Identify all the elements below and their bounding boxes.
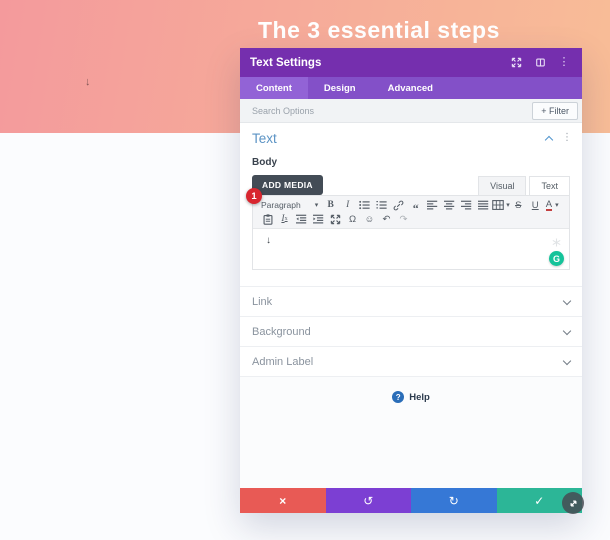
modal-title: Text Settings <box>250 56 322 69</box>
grammarly-inactive-icon <box>552 234 561 252</box>
filter-button[interactable]: + Filter <box>532 101 578 120</box>
section-admin-label[interactable]: Admin Label <box>240 346 582 376</box>
modal-menu-icon[interactable]: ⋮ <box>558 56 570 68</box>
bullet-list-button[interactable] <box>356 199 373 212</box>
numbered-list-button[interactable] <box>373 199 390 212</box>
strikethrough-button[interactable]: S <box>515 199 522 211</box>
discard-button[interactable]: × <box>240 488 326 513</box>
text-color-button[interactable]: A ▾ <box>545 198 559 211</box>
page-title: The 3 essential steps <box>258 17 500 43</box>
search-options-bar: + Filter <box>240 99 582 123</box>
indent-button[interactable] <box>310 213 327 226</box>
settings-tab-bar: Content Design Advanced <box>240 77 582 99</box>
underline-button[interactable]: U <box>531 199 539 211</box>
collapsed-option-groups: Link Background Admin Label <box>240 286 582 376</box>
body-text-area[interactable]: ↓ <box>266 235 271 246</box>
dock-modal-icon[interactable] <box>532 55 548 71</box>
chevron-down-icon: ▾ <box>314 202 319 209</box>
tab-content[interactable]: Content <box>240 77 308 99</box>
chevron-down-icon: ▾ <box>555 202 559 209</box>
undo-button[interactable]: ↶ <box>382 213 391 225</box>
tab-design[interactable]: Design <box>323 82 356 94</box>
grammarly-icon[interactable]: G <box>549 251 564 266</box>
align-justify-button[interactable] <box>475 199 492 212</box>
text-option-group: Text ⋮ Body ADD MEDIA Visual Text 1 P <box>240 123 582 270</box>
search-options-input[interactable] <box>252 105 533 116</box>
italic-button[interactable]: I <box>346 200 350 210</box>
chevron-down-icon <box>562 356 572 365</box>
modal-body: Text ⋮ Body ADD MEDIA Visual Text 1 P <box>240 123 582 512</box>
add-media-button[interactable]: ADD MEDIA <box>252 175 323 195</box>
link-button[interactable] <box>390 199 407 212</box>
align-left-button[interactable] <box>424 199 441 212</box>
emoji-button[interactable]: ☺ <box>364 213 375 225</box>
modal-resize-handle[interactable] <box>562 492 584 514</box>
fullscreen-button[interactable] <box>327 213 344 226</box>
blockquote-button[interactable]: “ <box>412 201 419 215</box>
editor-tab-text[interactable]: Text <box>529 176 570 195</box>
text-settings-modal: Text Settings ⋮ Content Design Advanced … <box>240 48 582 513</box>
align-center-button[interactable] <box>441 199 458 212</box>
group-menu-icon[interactable]: ⋮ <box>562 132 572 143</box>
outdent-button[interactable] <box>293 213 310 226</box>
help-link[interactable]: ? Help <box>392 390 430 404</box>
editor-tab-visual[interactable]: Visual <box>478 176 527 195</box>
chevron-down-icon: ▾ <box>506 202 510 209</box>
wysiwyg-editor: 1 Paragraph ▾ B I <box>246 188 570 270</box>
align-right-button[interactable] <box>458 199 475 212</box>
modal-header: Text Settings ⋮ <box>240 48 582 77</box>
expand-modal-icon[interactable] <box>508 55 524 71</box>
annotation-step-badge: 1 <box>246 188 262 204</box>
paste-as-text-button[interactable] <box>259 213 276 226</box>
body-field-label: Body <box>252 157 277 168</box>
redo-button[interactable]: ↷ <box>399 213 408 225</box>
editor-toolbar: Paragraph ▾ B I <box>253 196 569 228</box>
chevron-down-icon <box>562 296 572 305</box>
modal-footer: × ↺ ↻ ✓ <box>240 488 582 513</box>
paragraph-style-dropdown[interactable]: Paragraph ▾ <box>261 200 319 210</box>
tab-advanced[interactable]: Advanced <box>387 82 433 94</box>
chevron-down-icon <box>562 326 572 335</box>
redo-changes-button[interactable]: ↻ <box>411 488 497 513</box>
bold-button[interactable]: B <box>327 200 334 210</box>
table-button[interactable]: ▾ <box>492 199 510 212</box>
editor-mode-tabs: Visual Text <box>475 176 570 195</box>
section-link[interactable]: Link <box>240 286 582 316</box>
special-character-button[interactable]: Ω <box>348 213 357 225</box>
body-text-area-wrap: ↓ G <box>253 228 569 269</box>
undo-changes-button[interactable]: ↺ <box>325 488 411 513</box>
background-text-arrow: ↓ <box>85 76 91 88</box>
collapse-group-icon[interactable] <box>544 135 554 144</box>
text-group-title: Text <box>252 131 277 146</box>
section-background[interactable]: Background <box>240 316 582 346</box>
question-mark-icon: ? <box>392 391 405 403</box>
